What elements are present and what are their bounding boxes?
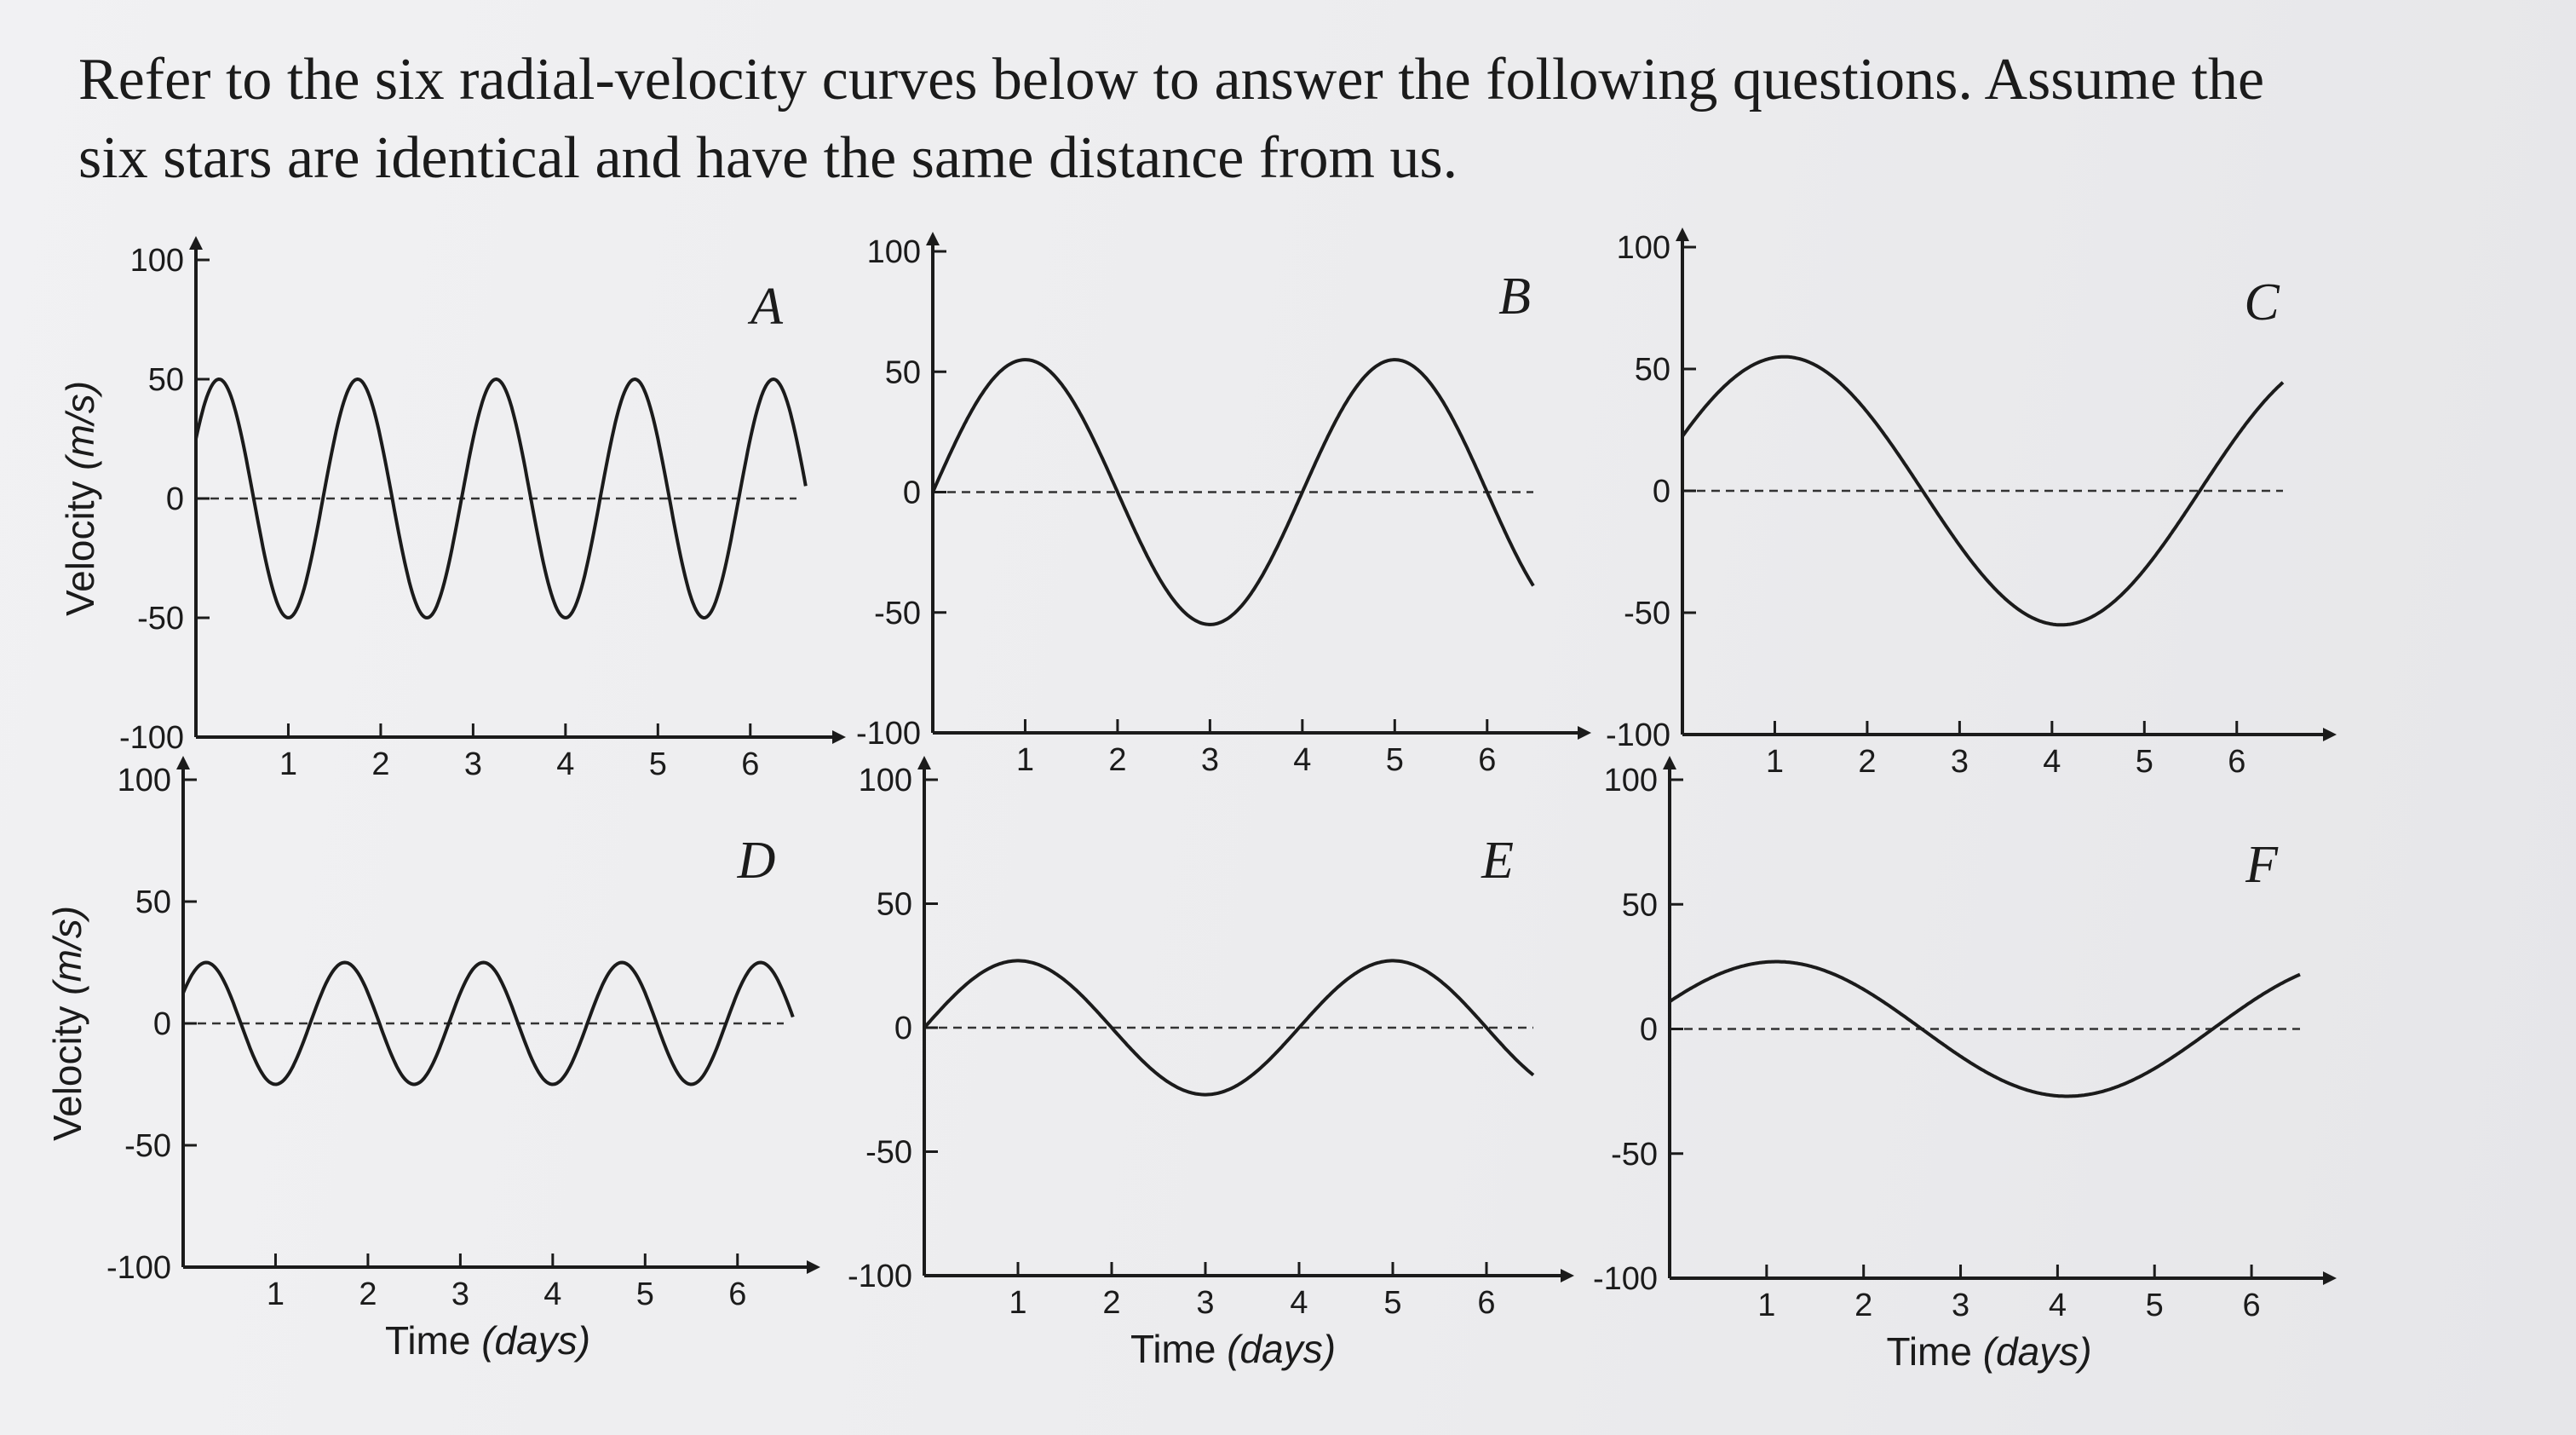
question-line-2: six stars are identical and have the sam…: [78, 125, 1458, 191]
x-tick-label: 2: [1858, 744, 1876, 780]
x-tick-label: 2: [1854, 1288, 1872, 1323]
x-tick-label: 3: [1201, 742, 1219, 778]
x-tick-label: 2: [359, 1277, 377, 1312]
x-tick-label: 4: [1290, 1285, 1308, 1321]
x-axis-label: Time (days): [1886, 1329, 2091, 1374]
x-tick-label: 3: [451, 1277, 469, 1312]
x-tick-label: 3: [1196, 1285, 1214, 1321]
panel-label: A: [747, 278, 784, 336]
y-tick-label: -100: [856, 716, 921, 752]
y-tick-label: -100: [1606, 718, 1670, 753]
question-line-1: Refer to the six radial-velocity curves …: [78, 47, 2265, 112]
x-tick-label: 1: [279, 746, 297, 782]
x-tick-label: 6: [741, 746, 759, 782]
velocity-curve-a: [194, 377, 808, 620]
velocity-curve-c: [1681, 354, 2285, 627]
chart-panel-f: 100 50 0 -50 -100 1 2 3 4 5 6 F Time (days): [1593, 756, 2337, 1374]
x-tick-label: 2: [1108, 742, 1126, 778]
y-tick-label: -50: [874, 596, 921, 631]
y-tick-label: 0: [166, 481, 184, 517]
y-tick-label: 100: [859, 763, 912, 798]
y-tick-label: 100: [867, 234, 921, 270]
y-tick-label: 100: [130, 243, 184, 279]
x-tick-label: 5: [2146, 1288, 2164, 1323]
x-tick-label: 6: [1478, 742, 1496, 778]
chart-panel-b: 100 50 0 -50 -100 1 2 3 4 5 6 B: [856, 232, 1591, 778]
y-tick-label: 50: [135, 885, 171, 920]
x-tick-label: 4: [543, 1277, 561, 1312]
panel-label: B: [1498, 268, 1531, 326]
x-axis-label: Time (days): [385, 1318, 590, 1363]
x-tick-label: 3: [1951, 744, 1969, 780]
x-tick-label: 5: [1386, 742, 1404, 778]
x-tick-label: 4: [2049, 1288, 2067, 1323]
chart-panel-e: 100 50 0 -50 -100 1 2 3 4 5 6 E Time (days): [848, 756, 1574, 1371]
x-tick-label: 1: [1766, 744, 1784, 780]
y-tick-label: -50: [124, 1128, 171, 1164]
x-tick-label: 5: [649, 746, 667, 782]
x-tick-label: 3: [1952, 1288, 1969, 1323]
y-axis-label: Velocity (m/s): [58, 381, 102, 616]
chart-panel-a: 100 50 0 -50 -100 1 2 3 4 5 6 A Velocity (m/s): [58, 236, 846, 782]
x-tick-label: 2: [371, 746, 389, 782]
y-tick-label: 50: [1635, 352, 1670, 388]
x-tick-label: 5: [636, 1277, 654, 1312]
x-tick-label: 6: [2243, 1288, 2261, 1323]
x-axis-label: Time (days): [1130, 1327, 1336, 1371]
y-axis-label: Velocity (m/s): [45, 906, 89, 1141]
x-tick-label: 4: [2043, 744, 2061, 780]
x-tick-label: 6: [2228, 744, 2245, 780]
y-tick-label: 0: [153, 1006, 171, 1042]
velocity-curve-b: [931, 358, 1535, 626]
x-tick-label: 1: [1757, 1288, 1775, 1323]
y-tick-label: 100: [118, 763, 171, 798]
chart-panel-d: 100 50 0 -50 -100 1 2 3 4 5 6 D Velocity (m/s) Time (…: [45, 756, 820, 1363]
y-tick-label: 0: [894, 1011, 912, 1046]
y-tick-label: 100: [1617, 230, 1670, 266]
y-tick-label: 50: [1622, 887, 1658, 923]
chart-panel-c: 100 50 0 -50 -100 1 2 3 4 5 6 C: [1606, 228, 2337, 780]
y-tick-label: -50: [1624, 596, 1670, 631]
y-tick-label: 50: [885, 354, 921, 390]
x-tick-label: 5: [2136, 744, 2153, 780]
y-tick-label: 0: [1653, 474, 1670, 510]
x-tick-label: 1: [267, 1277, 285, 1312]
panel-label: F: [2245, 836, 2279, 894]
y-tick-label: -100: [848, 1259, 912, 1294]
question-text: Refer to the six radial-velocity curves …: [78, 41, 2549, 198]
y-tick-label: -100: [119, 720, 184, 756]
x-tick-label: 6: [728, 1277, 746, 1312]
x-tick-label: 6: [1477, 1285, 1495, 1321]
velocity-curve-f: [1668, 960, 2301, 1098]
x-tick-label: 3: [464, 746, 482, 782]
x-tick-label: 1: [1016, 742, 1034, 778]
y-tick-label: -50: [137, 601, 184, 637]
y-tick-label: -50: [865, 1135, 912, 1171]
y-tick-label: -100: [106, 1250, 171, 1286]
panel-label: E: [1481, 832, 1514, 890]
x-tick-label: 4: [556, 746, 574, 782]
velocity-curve-d: [181, 960, 795, 1086]
y-tick-label: 0: [1640, 1012, 1658, 1048]
panel-label: C: [2244, 274, 2280, 331]
x-tick-label: 5: [1383, 1285, 1401, 1321]
y-tick-label: 100: [1604, 763, 1658, 798]
panel-label: D: [737, 832, 776, 890]
y-tick-label: 50: [877, 887, 912, 923]
x-tick-label: 1: [1009, 1285, 1026, 1321]
y-tick-label: 0: [903, 475, 921, 511]
x-tick-label: 2: [1102, 1285, 1120, 1321]
y-tick-label: 50: [148, 362, 184, 398]
velocity-curve-e: [923, 959, 1535, 1097]
x-tick-label: 4: [1293, 742, 1311, 778]
y-tick-label: -100: [1593, 1261, 1658, 1297]
y-tick-label: -50: [1611, 1137, 1658, 1173]
